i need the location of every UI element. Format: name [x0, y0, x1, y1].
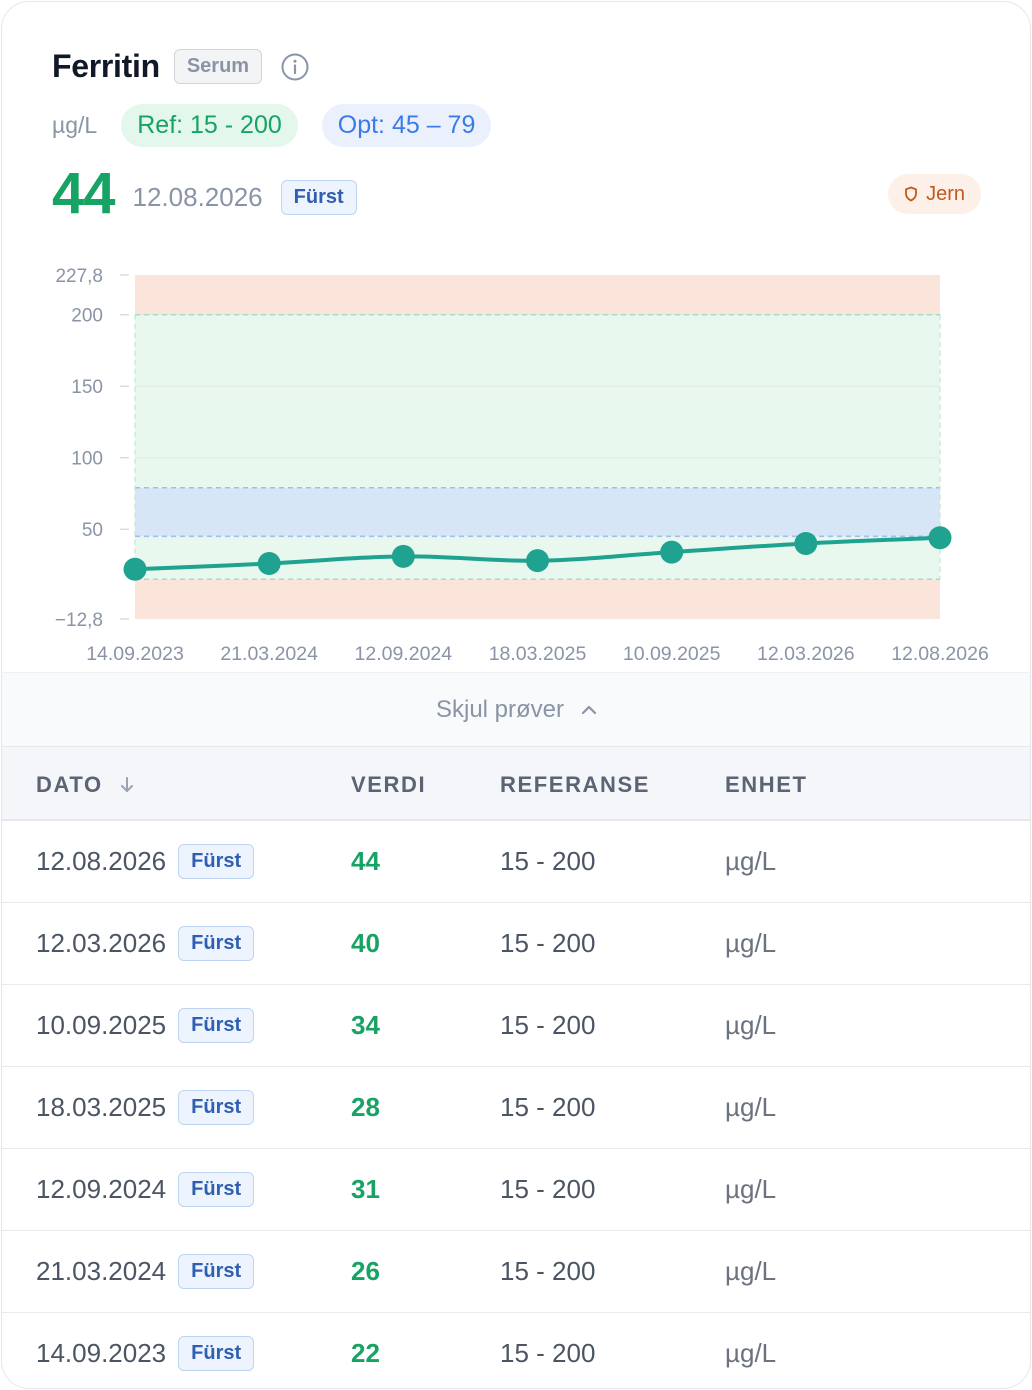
row-date: 14.09.2023 — [36, 1337, 167, 1368]
row-source-badge: Fürst — [178, 843, 255, 879]
row-source-badge: Fürst — [178, 925, 255, 961]
row-reference: 15 - 200 — [500, 845, 596, 876]
row-reference: 15 - 200 — [500, 1173, 596, 1204]
row-value: 40 — [351, 927, 380, 958]
y-tick-label: 150 — [71, 377, 103, 398]
sort-arrow-down-icon — [120, 776, 133, 792]
row-date-cell: 14.09.2023 Fürst — [36, 1313, 255, 1388]
data-point — [794, 532, 818, 556]
title-row: Ferritin Serum — [52, 48, 310, 85]
row-date: 21.03.2024 — [36, 1255, 167, 1286]
row-reference: 15 - 200 — [500, 927, 596, 958]
table-row[interactable]: 12.09.2024 Fürst 31 15 - 200 µg/L — [2, 1149, 1030, 1231]
data-point — [526, 549, 549, 573]
category-tag[interactable]: Jern — [888, 174, 981, 214]
row-date: 12.09.2024 — [36, 1173, 167, 1204]
row-source-badge: Fürst — [178, 1007, 255, 1043]
data-point — [928, 526, 952, 550]
row-value: 22 — [351, 1337, 380, 1368]
row-date-cell: 18.03.2025 Fürst — [36, 1067, 255, 1147]
row-unit: µg/L — [725, 1255, 777, 1286]
x-tick-label: 21.03.2024 — [220, 643, 318, 665]
row-date: 10.09.2025 — [36, 1009, 167, 1040]
chevron-up-icon — [581, 705, 597, 714]
source-badge: Fürst — [280, 180, 357, 215]
column-header-value[interactable]: VERDI — [351, 771, 427, 797]
x-tick-label: 12.09.2024 — [355, 643, 453, 665]
table-row[interactable]: 21.03.2024 Fürst 26 15 - 200 µg/L — [2, 1231, 1030, 1313]
row-date-cell: 12.08.2026 Fürst — [36, 821, 255, 901]
x-tick-label: 14.09.2023 — [86, 643, 184, 665]
shield-icon — [905, 186, 917, 202]
column-header-unit[interactable]: ENHET — [725, 771, 808, 797]
y-tick-label: −12,8 — [55, 610, 103, 631]
row-date-cell: 12.03.2026 Fürst — [36, 903, 255, 983]
column-date-label: DATO — [36, 771, 103, 797]
test-title: Ferritin — [52, 48, 160, 84]
row-date: 12.03.2026 — [36, 927, 167, 958]
latest-result-row: 44 12.08.2026 Fürst — [52, 160, 357, 227]
y-tick-label: 200 — [71, 306, 103, 327]
y-tick-label: 227,8 — [55, 266, 103, 287]
row-unit: µg/L — [725, 927, 777, 958]
y-tick-label: 100 — [71, 449, 103, 470]
row-source-badge: Fürst — [178, 1089, 255, 1125]
y-tick-label: 50 — [82, 520, 103, 541]
table-row[interactable]: 12.03.2026 Fürst 40 15 - 200 µg/L — [2, 903, 1030, 985]
row-unit: µg/L — [725, 1337, 777, 1368]
data-point — [257, 552, 281, 576]
column-header-date[interactable]: DATO — [36, 747, 135, 822]
row-reference: 15 - 200 — [500, 1255, 596, 1286]
row-value: 44 — [351, 845, 380, 876]
data-point — [391, 544, 415, 568]
optimal-range-pill: Opt: 45 – 79 — [321, 104, 492, 147]
row-reference: 15 - 200 — [500, 1091, 596, 1122]
data-point — [123, 557, 147, 581]
latest-value: 44 — [52, 161, 116, 226]
column-header-reference[interactable]: REFERANSE — [500, 771, 651, 797]
row-unit: µg/L — [725, 845, 777, 876]
row-source-badge: Fürst — [178, 1253, 255, 1289]
row-reference: 15 - 200 — [500, 1337, 596, 1368]
row-value: 34 — [351, 1009, 380, 1040]
row-value: 28 — [351, 1091, 380, 1122]
ferritin-trend-chart: 227,8 200 150 100 50 −12,8 14.09.2023 21.03.202… — [55, 266, 989, 665]
unit-label: µg/L — [52, 112, 98, 138]
results-table-body: 12.08.2026 Fürst 44 15 - 200 µg/L 12.03.2026 F… — [2, 821, 1030, 1388]
x-tick-label: 10.09.2025 — [623, 643, 721, 665]
row-unit: µg/L — [725, 1009, 777, 1040]
optimal-range-band — [135, 487, 940, 537]
row-source-badge: Fürst — [178, 1171, 255, 1207]
row-reference: 15 - 200 — [500, 1009, 596, 1040]
row-date: 12.08.2026 — [36, 845, 167, 876]
row-date-cell: 21.03.2024 Fürst — [36, 1231, 255, 1311]
row-value: 26 — [351, 1255, 380, 1286]
range-row: µg/L Ref: 15 - 200 Opt: 45 – 79 — [52, 104, 492, 147]
row-unit: µg/L — [725, 1173, 777, 1204]
row-value: 31 — [351, 1173, 380, 1204]
data-point — [660, 540, 684, 564]
info-icon[interactable] — [280, 52, 310, 82]
row-unit: µg/L — [725, 1091, 777, 1122]
category-tag-label: Jern — [926, 182, 965, 205]
table-header: DATO VERDI REFERANSE ENHET — [2, 746, 1030, 822]
reference-range-pill: Ref: 15 - 200 — [121, 104, 298, 147]
x-tick-label: 12.03.2026 — [757, 643, 855, 665]
table-row[interactable]: 10.09.2025 Fürst 34 15 - 200 µg/L — [2, 985, 1030, 1067]
table-row[interactable]: 14.09.2023 Fürst 22 15 - 200 µg/L — [2, 1313, 1030, 1388]
hide-samples-label: Skjul prøver — [435, 695, 565, 723]
hide-samples-toggle[interactable]: Skjul prøver — [2, 672, 1030, 746]
x-tick-label: 12.08.2026 — [891, 643, 989, 665]
row-date-cell: 10.09.2025 Fürst — [36, 985, 255, 1065]
specimen-badge: Serum — [173, 49, 263, 84]
table-row[interactable]: 12.08.2026 Fürst 44 15 - 200 µg/L — [2, 821, 1030, 903]
x-tick-label: 18.03.2025 — [489, 643, 587, 665]
row-source-badge: Fürst — [178, 1335, 255, 1371]
table-row[interactable]: 18.03.2025 Fürst 28 15 - 200 µg/L — [2, 1067, 1030, 1149]
row-date: 18.03.2025 — [36, 1091, 167, 1122]
reference-range-band — [135, 314, 940, 580]
row-date-cell: 12.09.2024 Fürst — [36, 1149, 255, 1229]
latest-date: 12.08.2026 — [132, 182, 263, 212]
